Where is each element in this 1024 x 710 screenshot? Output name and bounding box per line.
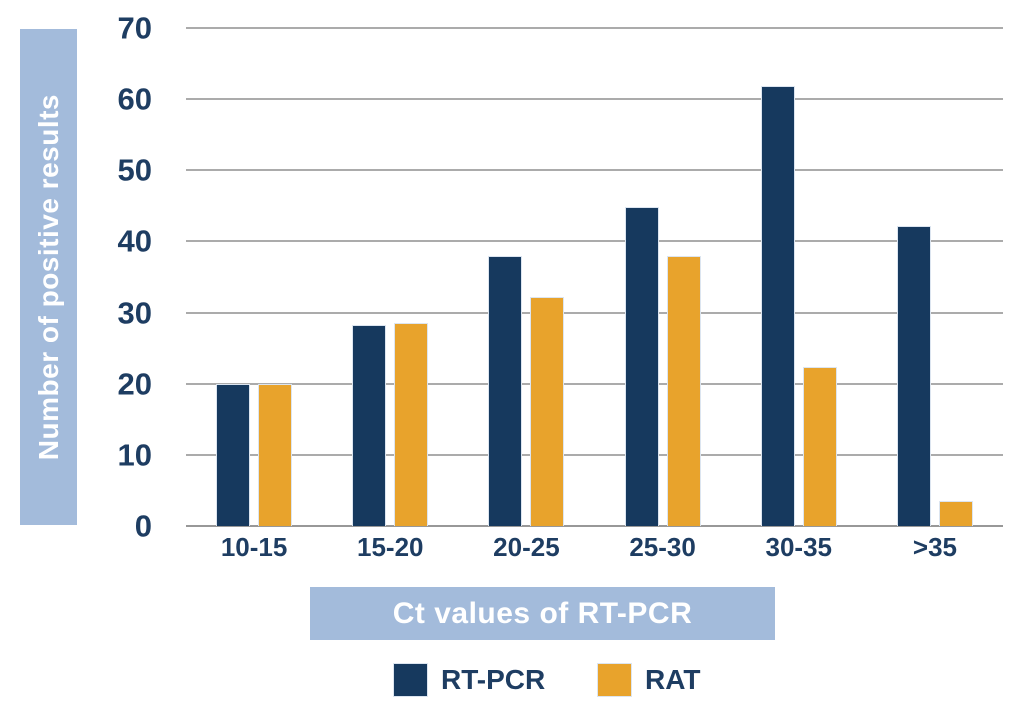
gridline-40 (186, 240, 1003, 243)
y-axis-label-band: Number of positive results (20, 29, 77, 525)
bar-rt-pcr-25-30 (624, 207, 659, 526)
x-tick-label-15-20: 15-20 (357, 532, 424, 562)
y-tick-label-40: 40 (117, 223, 152, 259)
bar-rt-pcr-20-25 (488, 256, 523, 526)
x-axis-label: Ct values of RT-PCR (392, 596, 693, 630)
x-tick-label-30-35: 30-35 (765, 532, 833, 562)
x-tick-label-10-15: 10-15 (220, 532, 288, 562)
x-tick-label-20-25: 20-25 (493, 532, 560, 562)
category-group-25-30 (595, 28, 731, 526)
bar-rat->35 (938, 501, 973, 526)
legend-label-rt-pcr: RT-PCR (441, 664, 546, 695)
y-tick-label-70: 70 (117, 10, 152, 46)
bar-rat-20-25 (530, 296, 565, 526)
gridline-30 (186, 311, 1003, 314)
bar-rat-25-30 (666, 256, 701, 526)
plot-area (186, 27, 1003, 527)
gridline-50 (186, 169, 1003, 172)
y-tick-label-60: 60 (117, 81, 152, 117)
bar-rt-pcr->35 (896, 225, 931, 526)
y-tick-label-20: 20 (117, 366, 152, 402)
y-axis-ticks: 0 10 20 30 40 50 60 70 (58, 13, 152, 542)
x-tick-label-25-30: 25-30 (629, 532, 696, 562)
bar-rat-15-20 (394, 323, 429, 526)
category-group-15-20 (322, 28, 458, 526)
bar-rat-30-35 (802, 366, 837, 526)
category-group-10-15 (186, 28, 322, 526)
legend-item-rt-pcr: RT-PCR (393, 661, 545, 699)
x-tick-label->35: >35 (912, 532, 957, 562)
x-axis-label-band: Ct values of RT-PCR (310, 587, 775, 640)
y-tick-label-10: 10 (117, 437, 152, 473)
legend-swatch-rat (597, 663, 632, 697)
y-tick-label-30: 30 (117, 295, 152, 331)
category-group->35 (867, 28, 1003, 526)
bar-rt-pcr-10-15 (216, 383, 251, 526)
legend-swatch-rt-pcr (393, 663, 428, 697)
bar-rat-10-15 (258, 383, 293, 526)
bar-groups (186, 28, 1003, 526)
y-tick-label-0: 0 (134, 508, 152, 544)
chart-legend: RT-PCR RAT (0, 661, 1024, 699)
bar-rt-pcr-15-20 (352, 324, 387, 526)
gridline-20 (186, 382, 1003, 385)
bar-rt-pcr-30-35 (760, 86, 795, 526)
x-axis-ticks: 10-15 15-20 20-25 25-30 30-35 >35 (186, 534, 1003, 560)
category-group-20-25 (458, 28, 594, 526)
legend-label-rat: RAT (645, 664, 701, 695)
category-group-30-35 (731, 28, 867, 526)
gridline-0 (186, 525, 1003, 527)
y-tick-label-50: 50 (117, 152, 152, 188)
gridline-70 (186, 27, 1003, 29)
legend-item-rat: RAT (597, 661, 700, 699)
gridline-60 (186, 98, 1003, 101)
gridline-10 (186, 453, 1003, 456)
